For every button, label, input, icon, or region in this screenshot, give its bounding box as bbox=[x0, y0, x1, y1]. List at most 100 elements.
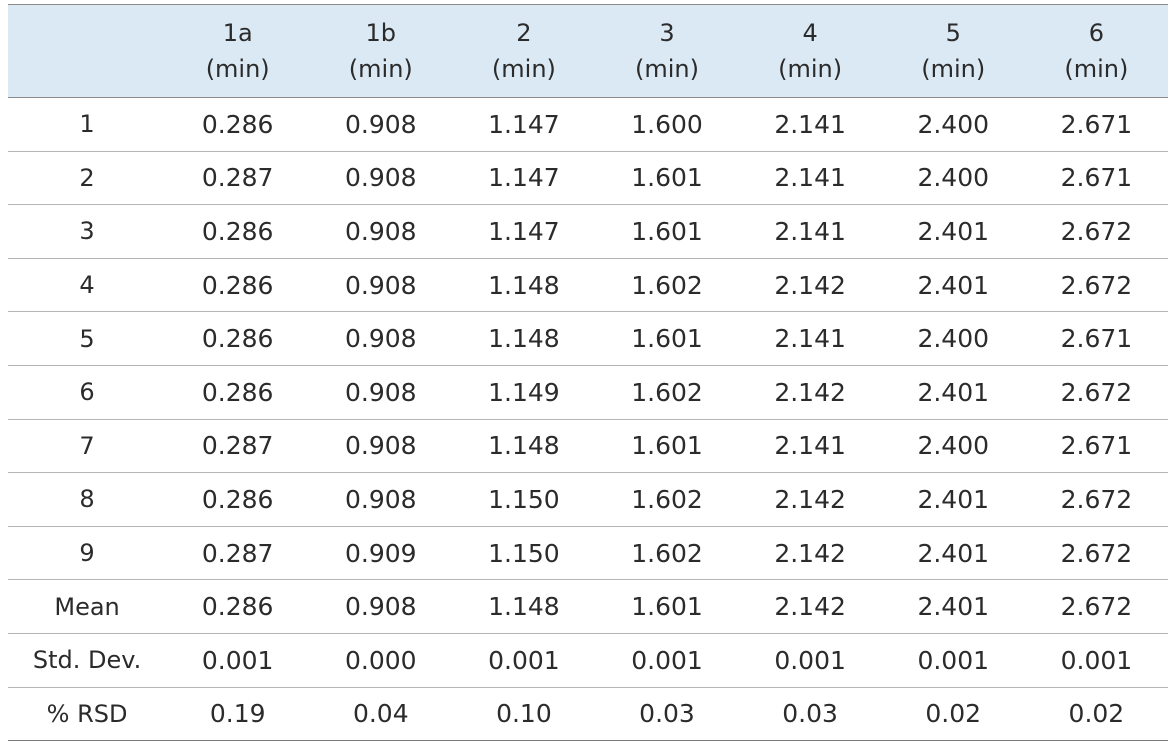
value-cell: 0.286 bbox=[166, 579, 310, 634]
value-cell: 0.001 bbox=[881, 633, 1025, 688]
value-cell: 2.142 bbox=[738, 472, 882, 527]
row-label-cell: Mean bbox=[8, 579, 167, 634]
value-cell: 0.287 bbox=[166, 526, 310, 581]
value-cell: 0.03 bbox=[738, 687, 882, 742]
value-cell: 1.147 bbox=[452, 151, 596, 206]
value-cell: 0.286 bbox=[166, 258, 310, 313]
value-cell: 2.671 bbox=[1024, 311, 1168, 366]
value-cell: 0.000 bbox=[309, 633, 453, 688]
header-cell-5: 5 (min) bbox=[881, 4, 1025, 98]
value-cell: 0.908 bbox=[309, 97, 453, 152]
value-cell: 0.02 bbox=[1024, 687, 1168, 742]
value-cell: 2.401 bbox=[881, 204, 1025, 259]
value-cell: 2.400 bbox=[881, 311, 1025, 366]
value-cell: 1.147 bbox=[452, 97, 596, 152]
value-cell: 0.286 bbox=[166, 311, 310, 366]
row-label-cell: 3 bbox=[8, 204, 167, 259]
header-unit: (min) bbox=[1064, 55, 1129, 83]
value-cell: 0.03 bbox=[595, 687, 739, 742]
value-cell: 0.286 bbox=[166, 204, 310, 259]
value-cell: 2.672 bbox=[1024, 472, 1168, 527]
value-cell: 2.142 bbox=[738, 365, 882, 420]
table-row: 3 0.286 0.908 1.147 1.601 2.141 2.401 2.672 bbox=[8, 204, 1168, 259]
value-cell: 2.142 bbox=[738, 579, 882, 634]
row-label-cell: 9 bbox=[8, 526, 167, 581]
value-cell: 1.148 bbox=[452, 579, 596, 634]
value-cell: 2.141 bbox=[738, 419, 882, 474]
value-cell: 2.401 bbox=[881, 526, 1025, 581]
value-cell: 1.601 bbox=[595, 311, 739, 366]
value-cell: 2.671 bbox=[1024, 419, 1168, 474]
value-cell: 0.908 bbox=[309, 579, 453, 634]
value-cell: 2.672 bbox=[1024, 526, 1168, 581]
value-cell: 2.672 bbox=[1024, 365, 1168, 420]
value-cell: 0.19 bbox=[166, 687, 310, 742]
value-cell: 0.287 bbox=[166, 419, 310, 474]
value-cell: 2.672 bbox=[1024, 258, 1168, 313]
header-unit: (min) bbox=[491, 55, 556, 83]
header-name: 3 bbox=[659, 19, 675, 47]
value-cell: 1.602 bbox=[595, 365, 739, 420]
table-row: % RSD 0.19 0.04 0.10 0.03 0.03 0.02 0.02 bbox=[8, 687, 1168, 742]
retention-time-table-container: 1a (min) 1b (min) 2 (min) 3 (min) 4 (m bbox=[8, 4, 1168, 742]
value-cell: 0.001 bbox=[1024, 633, 1168, 688]
value-cell: 2.672 bbox=[1024, 204, 1168, 259]
value-cell: 0.10 bbox=[452, 687, 596, 742]
value-cell: 2.672 bbox=[1024, 579, 1168, 634]
value-cell: 0.908 bbox=[309, 311, 453, 366]
header-cell-2: 2 (min) bbox=[452, 4, 596, 98]
value-cell: 0.001 bbox=[452, 633, 596, 688]
header-unit: (min) bbox=[635, 55, 699, 83]
value-cell: 0.04 bbox=[309, 687, 453, 742]
header-name: 4 bbox=[802, 19, 818, 47]
value-cell: 0.02 bbox=[881, 687, 1025, 742]
value-cell: 0.001 bbox=[166, 633, 310, 688]
row-label-cell: 8 bbox=[8, 472, 167, 527]
row-label-cell: 5 bbox=[8, 311, 167, 366]
value-cell: 0.909 bbox=[309, 526, 453, 581]
row-label-cell: 7 bbox=[8, 419, 167, 474]
value-cell: 2.401 bbox=[881, 579, 1025, 634]
value-cell: 1.148 bbox=[452, 419, 596, 474]
header-cell-1a: 1a (min) bbox=[166, 4, 310, 98]
value-cell: 0.908 bbox=[309, 472, 453, 527]
table-row: 5 0.286 0.908 1.148 1.601 2.141 2.400 2.671 bbox=[8, 311, 1168, 366]
header-name: 6 bbox=[1088, 19, 1105, 47]
value-cell: 1.149 bbox=[452, 365, 596, 420]
table-row: 7 0.287 0.908 1.148 1.601 2.141 2.400 2.671 bbox=[8, 419, 1168, 474]
header-unit: (min) bbox=[205, 55, 270, 83]
value-cell: 2.400 bbox=[881, 97, 1025, 152]
value-cell: 1.147 bbox=[452, 204, 596, 259]
header-unit: (min) bbox=[921, 55, 986, 83]
value-cell: 2.401 bbox=[881, 472, 1025, 527]
value-cell: 1.150 bbox=[452, 472, 596, 527]
table-row: 6 0.286 0.908 1.149 1.602 2.142 2.401 2.672 bbox=[8, 365, 1168, 420]
value-cell: 2.671 bbox=[1024, 151, 1168, 206]
header-cell-1b: 1b (min) bbox=[309, 4, 453, 98]
table-row: 9 0.287 0.909 1.150 1.602 2.142 2.401 2.672 bbox=[8, 526, 1168, 581]
table-row: 1 0.286 0.908 1.147 1.600 2.141 2.400 2.671 bbox=[8, 97, 1168, 152]
value-cell: 2.141 bbox=[738, 151, 882, 206]
value-cell: 1.148 bbox=[452, 258, 596, 313]
table-row: 8 0.286 0.908 1.150 1.602 2.142 2.401 2.672 bbox=[8, 472, 1168, 527]
header-row: 1a (min) 1b (min) 2 (min) 3 (min) 4 (m bbox=[8, 4, 1168, 98]
row-label-cell: 1 bbox=[8, 97, 167, 152]
row-label-cell: 2 bbox=[8, 151, 167, 206]
table-row: Mean 0.286 0.908 1.148 1.601 2.142 2.401 2.672 bbox=[8, 579, 1168, 634]
value-cell: 1.601 bbox=[595, 419, 739, 474]
value-cell: 2.401 bbox=[881, 365, 1025, 420]
value-cell: 0.908 bbox=[309, 365, 453, 420]
value-cell: 0.286 bbox=[166, 365, 310, 420]
value-cell: 0.908 bbox=[309, 151, 453, 206]
value-cell: 1.601 bbox=[595, 204, 739, 259]
value-cell: 2.141 bbox=[738, 97, 882, 152]
header-cell-4: 4 (min) bbox=[738, 4, 882, 98]
value-cell: 0.908 bbox=[309, 204, 453, 259]
header-name: 5 bbox=[945, 19, 961, 47]
header-name: 2 bbox=[516, 19, 532, 47]
value-cell: 1.601 bbox=[595, 151, 739, 206]
value-cell: 1.601 bbox=[595, 579, 739, 634]
value-cell: 1.600 bbox=[595, 97, 739, 152]
value-cell: 0.286 bbox=[166, 97, 310, 152]
row-label-cell: Std. Dev. bbox=[8, 633, 167, 688]
